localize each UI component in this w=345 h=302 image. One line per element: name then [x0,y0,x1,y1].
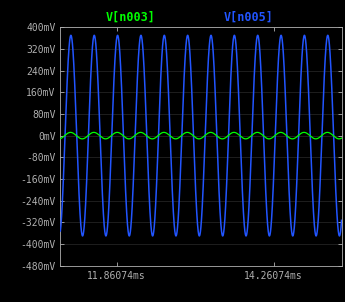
Text: V[n003]: V[n003] [106,11,156,24]
Text: V[n005]: V[n005] [224,11,273,24]
